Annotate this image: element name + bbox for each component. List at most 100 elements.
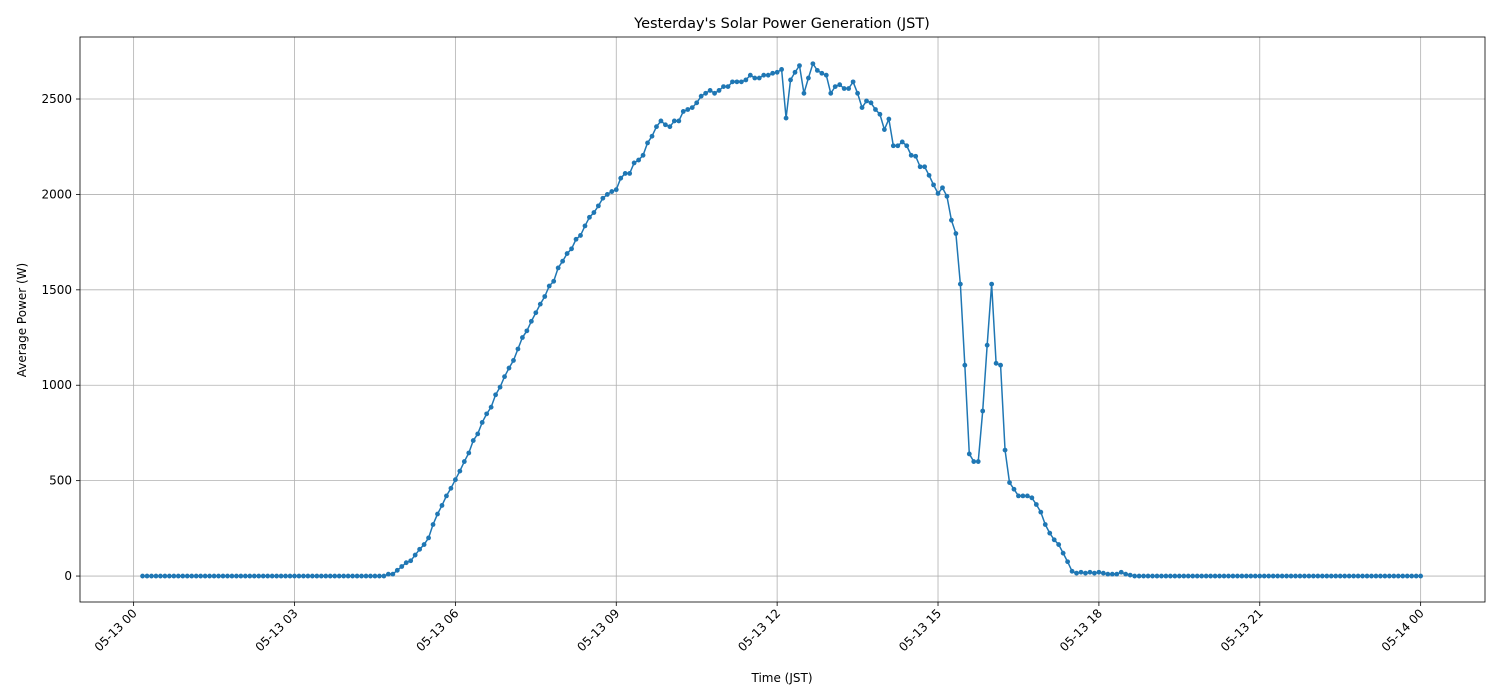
data-point — [712, 90, 717, 96]
data-point — [680, 109, 686, 114]
data-point — [1105, 571, 1111, 577]
data-point — [265, 573, 271, 579]
data-point — [1042, 522, 1048, 527]
data-point — [1176, 573, 1182, 579]
data-point — [1404, 573, 1410, 579]
data-point — [1114, 571, 1120, 577]
data-point — [251, 573, 257, 579]
data-point — [734, 79, 740, 85]
data-point — [560, 258, 566, 264]
data-point — [488, 404, 494, 410]
data-point — [238, 573, 244, 579]
data-point — [716, 88, 722, 93]
data-point — [399, 564, 405, 569]
data-point — [595, 203, 601, 209]
data-point — [524, 328, 530, 334]
data-point — [260, 573, 266, 579]
data-point — [604, 192, 610, 197]
plot-frame — [79, 36, 1486, 603]
data-point — [1391, 573, 1397, 579]
data-point — [301, 573, 306, 579]
data-point — [1203, 573, 1209, 579]
data-point — [359, 573, 364, 579]
data-point — [886, 116, 892, 122]
data-point — [287, 573, 293, 579]
data-point — [1252, 573, 1258, 579]
data-point — [761, 72, 767, 78]
data-point — [1239, 573, 1245, 579]
data-point — [1279, 573, 1285, 579]
data-point — [949, 217, 954, 223]
data-point — [394, 567, 400, 573]
data-point — [180, 573, 186, 579]
y-tick-label: 1000 — [41, 378, 72, 392]
data-point — [1060, 550, 1066, 556]
data-point — [1230, 573, 1236, 579]
data-point — [1217, 573, 1222, 579]
data-point — [913, 153, 919, 159]
data-point — [841, 86, 847, 91]
data-point — [944, 193, 950, 199]
data-point — [645, 140, 650, 146]
data-point — [1306, 573, 1312, 579]
data-point — [957, 281, 963, 287]
data-point — [975, 459, 981, 464]
data-point — [1355, 573, 1361, 579]
data-point — [1127, 572, 1133, 578]
data-point — [989, 281, 995, 287]
data-point — [1181, 573, 1187, 579]
data-point — [730, 79, 735, 85]
data-point — [707, 88, 713, 93]
data-point — [225, 573, 230, 579]
data-point — [1324, 573, 1330, 579]
data-point — [578, 233, 583, 238]
data-point — [966, 451, 972, 457]
data-point — [676, 118, 682, 124]
data-point — [1047, 530, 1053, 536]
x-axis-label: Time (JST) — [750, 671, 812, 685]
data-point — [1288, 573, 1294, 579]
data-point — [1369, 573, 1374, 579]
y-tick-label: 0 — [64, 569, 72, 583]
data-point — [502, 374, 507, 380]
data-point — [1257, 573, 1263, 579]
data-point — [479, 420, 485, 425]
data-point — [613, 187, 619, 193]
data-point — [864, 98, 869, 104]
data-point — [149, 573, 154, 579]
data-point — [801, 90, 807, 96]
data-point — [493, 392, 499, 398]
data-point — [274, 573, 280, 579]
data-point — [234, 573, 239, 579]
data-point — [363, 573, 369, 579]
data-point — [461, 459, 467, 464]
data-point — [1020, 493, 1026, 499]
data-point — [1078, 569, 1084, 575]
data-point — [305, 573, 311, 579]
data-point — [1266, 573, 1272, 579]
data-point — [908, 152, 914, 158]
data-point — [309, 573, 315, 579]
data-point — [1337, 573, 1343, 579]
data-point — [1293, 573, 1298, 579]
data-point — [1302, 573, 1307, 579]
data-point — [752, 75, 758, 81]
data-point — [1221, 573, 1227, 579]
data-point — [1118, 569, 1124, 575]
data-point — [318, 573, 324, 579]
data-point — [435, 511, 440, 517]
data-point — [520, 335, 525, 340]
data-point — [703, 90, 709, 96]
data-point — [421, 542, 427, 547]
data-point — [591, 210, 597, 215]
data-point — [327, 573, 333, 579]
data-point — [448, 485, 454, 491]
data-point — [721, 84, 726, 90]
data-point — [747, 72, 753, 78]
data-point — [814, 67, 820, 73]
data-point — [1092, 570, 1097, 576]
data-point — [649, 133, 655, 139]
data-point — [1033, 502, 1039, 507]
data-point — [162, 573, 168, 579]
data-point — [792, 69, 798, 75]
